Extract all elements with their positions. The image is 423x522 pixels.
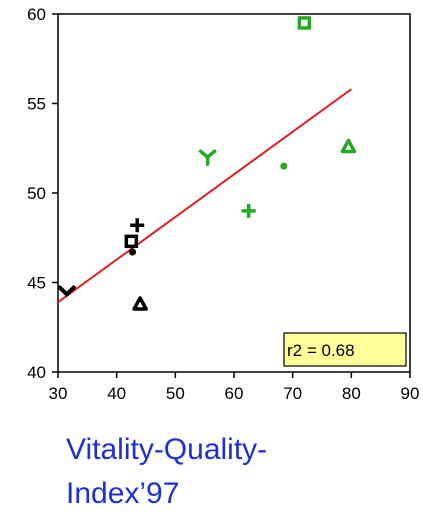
points-layer (57, 16, 357, 311)
y-tick-label: 60 (27, 5, 46, 24)
point-chevron (57, 285, 76, 297)
point-triangle (132, 296, 148, 311)
annotation-layer: r2 = 0.68 (283, 332, 407, 367)
y-tick-label: 40 (27, 363, 46, 382)
point-triangle (340, 138, 357, 154)
x-tick-label: 60 (225, 384, 244, 403)
plot-frame (57, 13, 411, 373)
point-plus (241, 203, 256, 218)
chart-caption: Vitality-Quality- Index’97 (66, 428, 416, 516)
x-tick-label: 80 (342, 384, 361, 403)
x-tick-label: 30 (49, 384, 68, 403)
y-tick-label: 45 (27, 274, 46, 293)
point-y (198, 149, 217, 166)
x-tick-label: 40 (107, 384, 126, 403)
point-square (297, 16, 312, 30)
r2-label: r2 = 0.68 (287, 341, 355, 360)
caption-line-1: Vitality-Quality- (66, 433, 268, 466)
point-dot (129, 248, 137, 256)
caption-line-2: Index’97 (66, 477, 180, 510)
point-plus (130, 218, 145, 233)
trend-line (57, 88, 352, 303)
y-tick-label: 50 (27, 184, 46, 203)
x-tick-label: 90 (401, 384, 420, 403)
x-tick-label: 50 (166, 384, 185, 403)
y-tick-label: 55 (27, 95, 46, 114)
r2-box (283, 332, 407, 367)
point-dot (280, 162, 288, 170)
trendline-layer (57, 88, 352, 303)
x-tick-label: 70 (283, 384, 302, 403)
point-square (124, 234, 139, 249)
